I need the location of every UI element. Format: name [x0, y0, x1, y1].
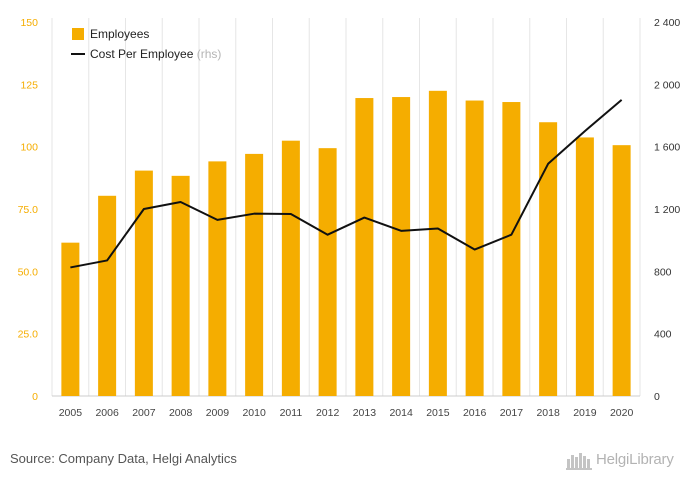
- left-axis-tick-label: 0: [32, 391, 38, 403]
- library-icon: [566, 453, 592, 470]
- x-axis-tick-label: 2007: [132, 407, 156, 419]
- x-axis-tick-label: 2006: [95, 407, 119, 419]
- legend-label-employees: Employees: [90, 27, 149, 41]
- x-axis-tick-label: 2008: [169, 407, 193, 419]
- x-axis-tick-label: 2013: [353, 407, 377, 419]
- bar-employees-2007: [134, 170, 153, 396]
- left-axis-tick-label: 25.0: [18, 329, 39, 341]
- x-axis-tick-label: 2012: [316, 407, 340, 419]
- line-cost-per-employee: [70, 99, 623, 269]
- left-axis-tick-label: 150: [20, 17, 38, 29]
- x-axis-tick-label: 2011: [280, 407, 303, 419]
- bar-employees-2009: [208, 161, 227, 396]
- left-axis-tick-label: 125: [20, 79, 38, 91]
- x-axis-tick-label: 2018: [536, 407, 560, 419]
- right-axis-tick-label: 2 000: [654, 79, 680, 91]
- source-note: Source: Company Data, Helgi Analytics: [10, 451, 237, 466]
- bar-employees-2006: [98, 195, 117, 396]
- x-axis-tick-label: 2014: [389, 407, 413, 419]
- bar-employees-2011: [281, 140, 300, 396]
- x-axis-tick-label: 2017: [500, 407, 524, 419]
- bar-employees-2018: [539, 122, 558, 397]
- brand-name: HelgiLibrary: [596, 451, 674, 468]
- bar-employees-2019: [575, 137, 594, 396]
- x-axis-tick-label: 2015: [426, 407, 450, 419]
- legend-label-cost-per-employee: Cost Per Employee (rhs): [90, 47, 221, 61]
- legend-series-name: Cost Per Employee: [90, 47, 197, 61]
- right-axis-tick-label: 0: [654, 391, 660, 403]
- left-axis-tick-label: 75.0: [18, 204, 39, 216]
- x-axis-tick-label: 2019: [573, 407, 597, 419]
- x-axis-tick-label: 2020: [610, 407, 634, 419]
- bar-employees-2017: [502, 102, 521, 396]
- bar-employees-2016: [465, 100, 484, 396]
- bar-employees-2008: [171, 175, 190, 396]
- right-axis-tick-label: 800: [654, 266, 672, 278]
- left-axis-tick-label: 100: [20, 142, 38, 154]
- left-axis-tick-label: 50.0: [18, 266, 39, 278]
- right-axis-tick-label: 2 400: [654, 17, 680, 29]
- brand-logo[interactable]: HelgiLibrary: [566, 448, 692, 472]
- bar-employees-2010: [245, 153, 264, 396]
- right-axis-tick-label: 1 200: [654, 204, 680, 216]
- bar-employees-2014: [392, 97, 411, 397]
- legend-swatch-employees: [72, 28, 84, 40]
- right-axis-tick-label: 400: [654, 329, 672, 341]
- right-axis-tick-label: 1 600: [654, 142, 680, 154]
- x-axis-tick-label: 2005: [59, 407, 83, 419]
- chart: 0 25.0 50.0 75.0 100 125 150 0 400 800 1 200 1 600 2…: [18, 17, 681, 419]
- legend-axis-note: (rhs): [197, 47, 222, 61]
- bar-employees-2020: [612, 145, 631, 396]
- bar-employees-2005: [61, 242, 80, 396]
- x-axis-tick-label: 2009: [206, 407, 230, 419]
- bar-employees-2015: [428, 90, 447, 396]
- x-axis-tick-label: 2016: [463, 407, 487, 419]
- x-axis-tick-label: 2010: [242, 407, 266, 419]
- bar-employees-2012: [318, 148, 337, 396]
- bar-employees-2013: [355, 98, 374, 397]
